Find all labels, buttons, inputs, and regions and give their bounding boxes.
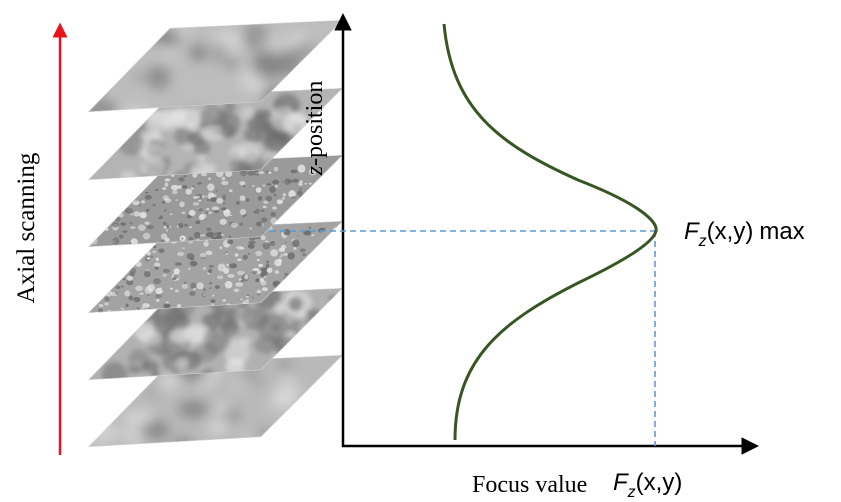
peak-args: (x,y): [707, 218, 754, 245]
focus-value-symbol: Fz(x,y): [613, 469, 682, 501]
peak-f: F: [684, 218, 700, 245]
focus-curve: [442, 23, 658, 441]
image-stack: [88, 20, 343, 447]
axis-args: (x,y): [636, 469, 683, 496]
image-slice-3: [88, 155, 343, 247]
focus-value-label: Focus value: [472, 472, 587, 498]
image-slice-2: [88, 88, 343, 180]
peak-sub: z: [698, 233, 707, 250]
axis-sub: z: [627, 484, 636, 501]
z-italic: z: [302, 165, 328, 176]
axis-f: F: [613, 469, 629, 496]
z-rest: -position: [302, 81, 328, 166]
peak-label: Fz(x,y) max: [684, 218, 805, 250]
axial-scanning-label: Axial scanning: [13, 152, 40, 303]
z-position-label: z-position: [302, 81, 328, 177]
peak-suffix: max: [759, 218, 804, 245]
